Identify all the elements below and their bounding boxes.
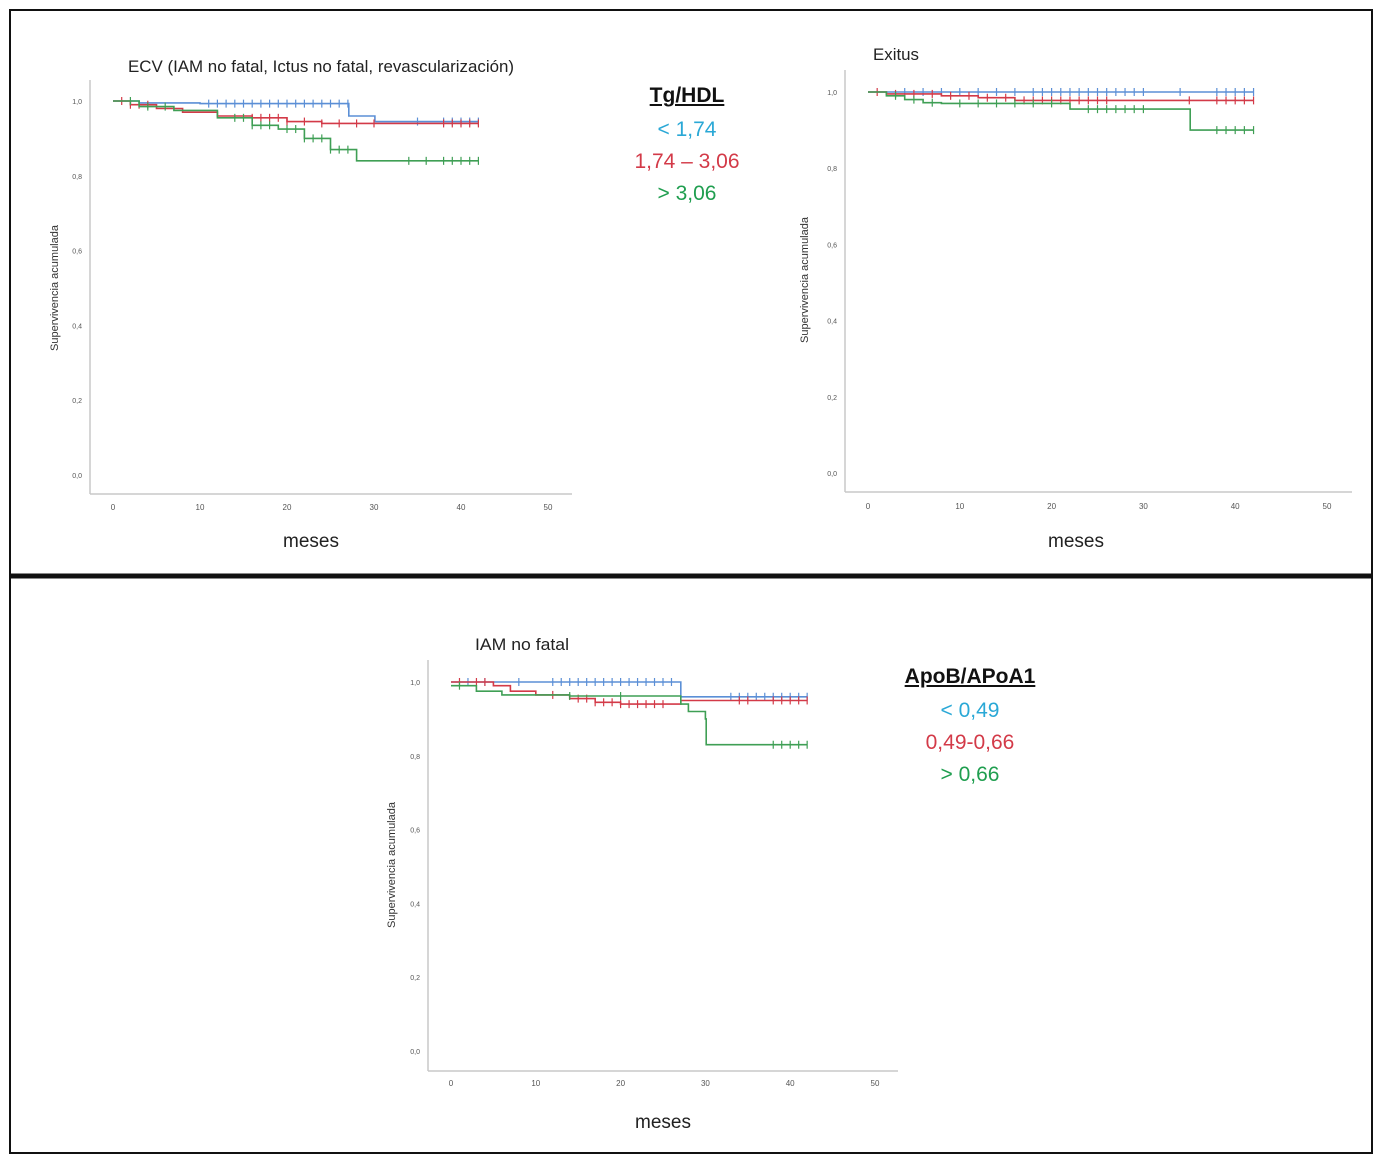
legend-item-mid: 1,74 – 3,06 [634, 150, 740, 173]
x-tick-label: 20 [616, 1079, 625, 1088]
legend-apob-apoa1: ApoB/APoA1 < 0,49 0,49-0,66 > 0,66 [890, 665, 1050, 791]
x-tick-label: 50 [1323, 502, 1332, 511]
x-tick-label: 40 [457, 503, 466, 512]
x-tick-label: 10 [531, 1079, 540, 1088]
legend-title: ApoB/APoA1 [904, 665, 1036, 688]
y-tick-label: 0,4 [72, 323, 82, 330]
y-tick-label: 0,4 [827, 319, 837, 326]
chart-1: ECV (IAM no fatal, Ictus no fatal, revas… [49, 57, 572, 552]
series-1 [868, 88, 1255, 96]
survival-curve [113, 100, 479, 162]
x-tick-label: 10 [955, 502, 964, 511]
x-axis-label: meses [635, 1112, 691, 1133]
y-tick-label: 1,0 [410, 680, 420, 687]
chart-3: IAM no fatal 0 10 20 30 40 50 0,0 0,2 0,4 0,6 0,8 1,… [386, 635, 898, 1133]
legend-item-low: < 0,49 [940, 699, 1000, 722]
y-tick-label: 1,0 [827, 90, 837, 97]
x-tick-label: 30 [1139, 502, 1148, 511]
chart-2: Exitus 0 10 20 30 40 50 0,0 0,2 0,4 0,6 0,8 1,0 meses… [799, 45, 1352, 552]
chart-title: Exitus [873, 45, 919, 64]
y-tick-label: 0,2 [827, 395, 837, 402]
x-tick-label: 20 [283, 503, 292, 512]
x-tick-label: 0 [449, 1079, 454, 1088]
x-tick-label: 40 [786, 1079, 795, 1088]
y-axis-label: Supervivencia acumulada [799, 216, 811, 343]
y-tick-label: 0,6 [410, 828, 420, 835]
x-tick-label: 20 [1047, 502, 1056, 511]
x-tick-label: 50 [871, 1079, 880, 1088]
x-tick-label: 10 [196, 503, 205, 512]
x-axis-label: meses [283, 531, 339, 552]
x-tick-label: 0 [866, 502, 871, 511]
x-tick-label: 30 [370, 503, 379, 512]
y-tick-label: 0,8 [410, 754, 420, 761]
series-1 [451, 678, 808, 701]
y-axis-label: Supervivencia acumulada [49, 224, 61, 351]
figure-frame [9, 9, 1373, 1154]
legend-tg-hdl: Tg/HDL < 1,74 1,74 – 3,06 > 3,06 [612, 84, 762, 210]
x-axis-label: meses [1048, 531, 1104, 552]
x-tick-label: 0 [111, 503, 116, 512]
y-axis-label: Supervivencia acumulada [386, 801, 398, 928]
x-tick-label: 50 [544, 503, 553, 512]
chart-title: IAM no fatal [475, 635, 569, 654]
x-tick-label: 30 [701, 1079, 710, 1088]
y-tick-label: 0,6 [827, 242, 837, 249]
legend-item-high: > 0,66 [940, 763, 1000, 786]
y-tick-label: 0,2 [72, 398, 82, 405]
y-tick-label: 0,0 [410, 1049, 420, 1056]
y-tick-label: 0,0 [72, 473, 82, 480]
y-tick-label: 0,2 [410, 975, 420, 982]
y-tick-label: 1,0 [72, 99, 82, 106]
series-3 [868, 91, 1255, 135]
legend-title: Tg/HDL [649, 84, 725, 107]
survival-curve [451, 684, 808, 746]
series-3 [451, 681, 808, 749]
y-tick-label: 0,8 [72, 174, 82, 181]
series-3 [113, 97, 479, 165]
y-tick-label: 0,6 [72, 249, 82, 256]
chart-title: ECV (IAM no fatal, Ictus no fatal, revas… [128, 57, 514, 76]
y-tick-label: 0,4 [410, 901, 420, 908]
x-tick-label: 40 [1231, 502, 1240, 511]
y-tick-label: 0,8 [827, 166, 837, 173]
legend-item-mid: 0,49-0,66 [925, 731, 1015, 754]
y-tick-label: 0,0 [827, 471, 837, 478]
legend-item-low: < 1,74 [657, 118, 717, 141]
legend-item-high: > 3,06 [657, 182, 717, 205]
